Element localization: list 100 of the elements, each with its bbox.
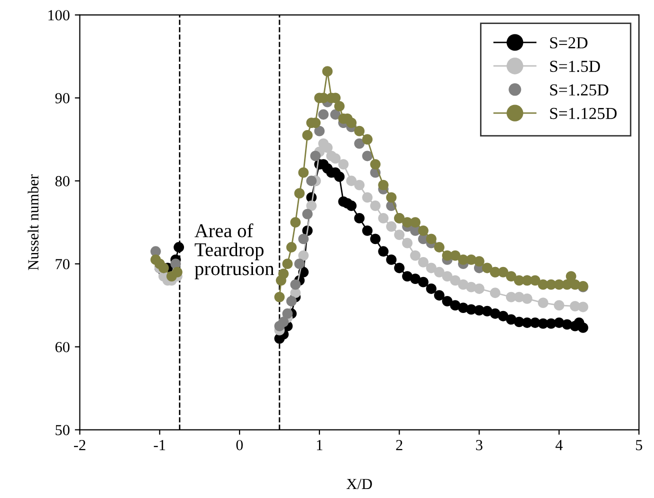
point: [530, 275, 540, 286]
x-tick-label: 2: [396, 440, 402, 450]
y-tick-label: 50: [56, 424, 70, 436]
point: [354, 138, 365, 149]
point: [450, 250, 460, 261]
point: [338, 159, 349, 170]
point: [394, 230, 405, 240]
point: [290, 217, 301, 228]
point: [322, 142, 333, 153]
point: [490, 288, 500, 298]
point: [306, 176, 317, 186]
point: [386, 254, 397, 265]
point: [426, 284, 436, 294]
y-tick-label: 70: [56, 258, 70, 270]
point: [426, 234, 436, 244]
point: [346, 176, 357, 186]
point: [538, 298, 548, 308]
point: [158, 262, 169, 274]
point: [506, 271, 516, 282]
point: [346, 118, 357, 128]
point: [290, 279, 301, 290]
point: [482, 262, 492, 274]
point: [434, 266, 444, 278]
x-tick-label: -1: [154, 440, 166, 450]
point: [450, 275, 460, 286]
point: [426, 262, 436, 274]
point: [378, 213, 389, 224]
x-tick-label: -2: [74, 440, 86, 450]
point: [302, 208, 313, 220]
point: [386, 192, 397, 203]
point: [498, 310, 508, 322]
x-tick-label: 0: [236, 440, 243, 450]
point: [298, 167, 309, 178]
y-tick-label: 100: [48, 10, 70, 20]
point: [174, 242, 184, 252]
point: [370, 234, 381, 244]
x-tick-label: 1: [316, 440, 322, 450]
point: [410, 217, 420, 228]
point: [378, 246, 389, 257]
point: [378, 180, 389, 190]
annotation: Area of Teardrop protrusion: [194, 223, 274, 280]
point: [578, 322, 588, 333]
point: [330, 153, 341, 164]
point: [298, 234, 309, 244]
y-tick-label: 80: [55, 176, 70, 186]
point: [302, 130, 313, 140]
point: [418, 276, 428, 288]
point: [306, 200, 317, 211]
point: [566, 271, 576, 282]
point: [434, 290, 444, 301]
point: [578, 302, 588, 312]
y-tick-label: 60: [55, 342, 70, 352]
point: [346, 200, 357, 211]
point: [418, 225, 428, 236]
point: [322, 66, 333, 77]
legend-label: S=1.125D: [550, 108, 617, 120]
point: [354, 126, 365, 136]
point: [286, 242, 297, 252]
point: [298, 250, 309, 261]
point: [172, 266, 182, 278]
point: [294, 188, 305, 199]
legend-label: S=1.25D: [550, 84, 608, 96]
point: [386, 221, 397, 232]
point: [354, 213, 365, 224]
point: [286, 296, 297, 306]
legend-label: S=2D: [550, 37, 588, 48]
point: [442, 271, 452, 282]
point: [274, 292, 285, 302]
point: [310, 150, 321, 162]
point: [314, 126, 325, 136]
point: [334, 100, 345, 112]
point: [354, 180, 365, 190]
x-tick-label: 5: [636, 440, 642, 450]
point: [278, 268, 289, 280]
point: [282, 258, 293, 270]
legend-label: S=1.5D: [550, 60, 600, 72]
point: [402, 238, 413, 248]
point: [474, 284, 484, 294]
point: [334, 172, 345, 182]
point: [498, 266, 508, 278]
point: [394, 262, 405, 274]
x-axis-title: X/D: [346, 478, 372, 490]
point: [362, 192, 373, 203]
y-axis-title: Nusselt number: [28, 174, 38, 270]
point: [318, 109, 329, 120]
point: [362, 134, 373, 145]
point: [474, 256, 484, 267]
point: [282, 308, 293, 319]
point: [522, 293, 532, 304]
point: [554, 300, 564, 311]
point: [370, 200, 381, 211]
point: [410, 250, 420, 261]
point: [278, 316, 289, 328]
y-tick-label: 90: [55, 93, 70, 104]
x-tick-label: 4: [556, 440, 563, 450]
point: [370, 159, 381, 170]
point: [418, 256, 428, 268]
point: [442, 296, 452, 306]
point: [362, 225, 373, 236]
point: [362, 150, 373, 162]
